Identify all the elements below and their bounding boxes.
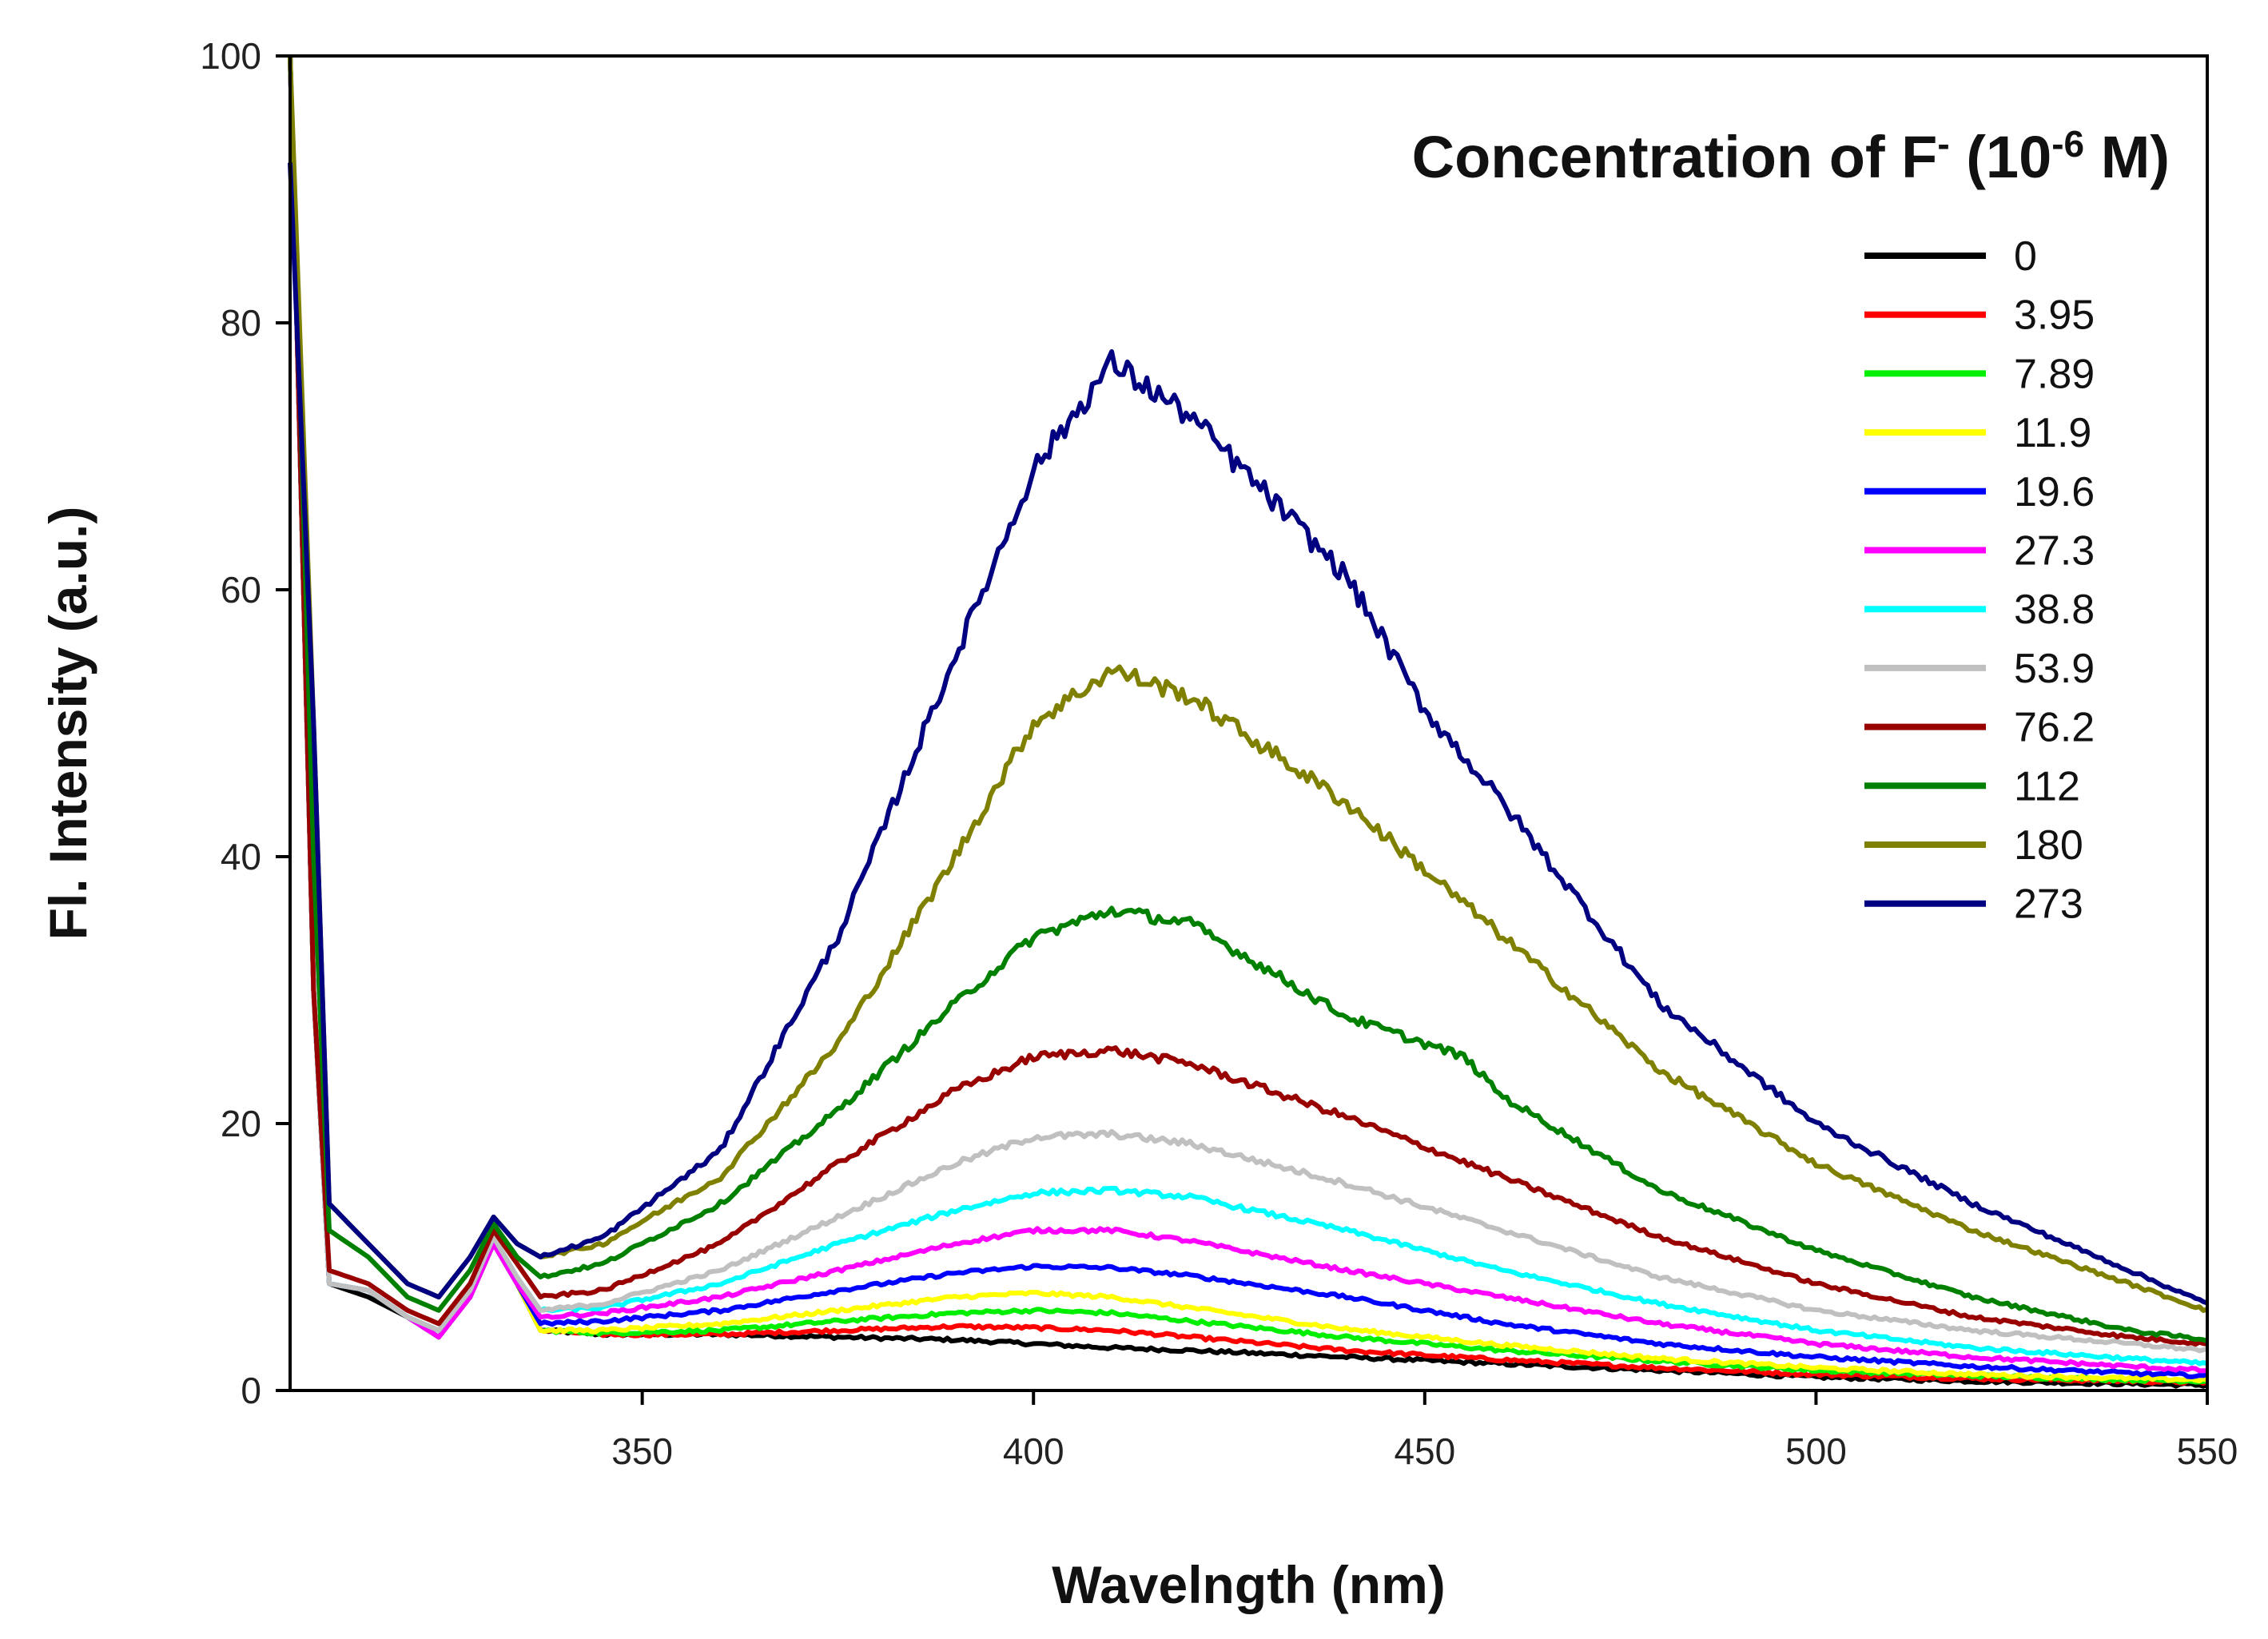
series-line-11.9 xyxy=(288,55,2209,1383)
legend-label-27.3: 27.3 xyxy=(2014,528,2095,575)
legend-label-3.95: 3.95 xyxy=(2014,292,2095,339)
legend-label-38.8: 38.8 xyxy=(2014,587,2095,633)
series-line-7.89 xyxy=(288,55,2208,1385)
y-tick-label: 100 xyxy=(200,35,261,77)
y-tick-label: 40 xyxy=(221,836,261,877)
legend-label-11.9: 11.9 xyxy=(2014,410,2091,456)
x-tick-label: 550 xyxy=(2177,1430,2238,1472)
plot-frame xyxy=(288,54,2209,1392)
axes-layer: 350 400 450 500 550 0 20 40 60 80 100 xyxy=(200,35,2238,1472)
series-layer xyxy=(288,55,2209,1389)
y-axis-title: Fl. Intensity (a.u.) xyxy=(38,507,97,941)
legend-label-0: 0 xyxy=(2014,233,2037,280)
x-tick-label: 400 xyxy=(1003,1430,1064,1472)
series-line-180 xyxy=(288,55,2208,1313)
y-tick-label: 60 xyxy=(221,569,261,611)
legend-label-112: 112 xyxy=(2014,763,2080,810)
series-line-112 xyxy=(288,55,2209,1344)
series-line-19.6 xyxy=(288,55,2209,1379)
legend-label-53.9: 53.9 xyxy=(2014,646,2095,692)
x-tick-label: 350 xyxy=(611,1430,673,1472)
y-tick-label: 80 xyxy=(221,302,261,344)
x-tick-label: 450 xyxy=(1394,1430,1455,1472)
y-tick-label: 20 xyxy=(221,1103,261,1144)
y-tick-label: 0 xyxy=(241,1370,261,1411)
legend-label-19.6: 19.6 xyxy=(2014,469,2095,515)
x-tick-label: 500 xyxy=(1785,1430,1847,1472)
legend-layer: Concentration of F- (10-6 M) 0 3.95 7.89 11.… xyxy=(1412,123,2170,928)
legend-label-180: 180 xyxy=(2014,822,2083,869)
legend-label-273: 273 xyxy=(2014,881,2083,928)
x-axis-title: Wavelngth (nm) xyxy=(1052,1555,1446,1614)
series-line-76.2 xyxy=(288,55,2208,1347)
series-line-27.3 xyxy=(288,55,2208,1374)
series-line-38.8 xyxy=(288,55,2208,1366)
series-line-53.9 xyxy=(288,55,2208,1354)
series-line-273 xyxy=(288,162,2208,1306)
legend-label-7.89: 7.89 xyxy=(2014,351,2095,397)
legend-title: Concentration of F- (10-6 M) xyxy=(1412,123,2170,190)
legend-label-76.2: 76.2 xyxy=(2014,705,2095,751)
